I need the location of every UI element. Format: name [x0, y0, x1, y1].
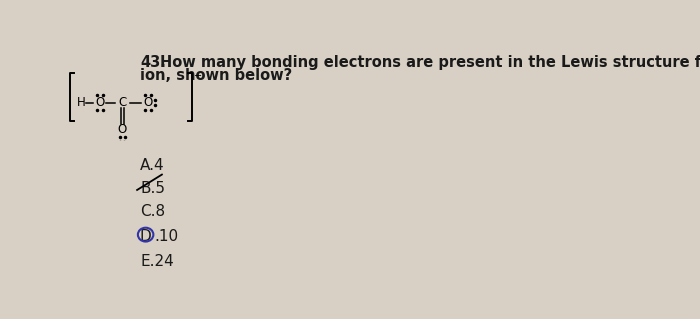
Text: 43.: 43. [140, 55, 166, 70]
Text: D: D [140, 229, 151, 244]
Text: O: O [118, 123, 127, 136]
Text: A.4: A.4 [140, 158, 164, 173]
Text: C: C [118, 96, 127, 109]
Text: C.8: C.8 [140, 204, 165, 219]
Text: −: − [195, 71, 202, 81]
Text: O: O [95, 96, 104, 109]
Text: How many bonding electrons are present in the Lewis structure for the bicarbonat: How many bonding electrons are present i… [160, 55, 700, 70]
Text: O: O [144, 96, 153, 109]
Text: ion, shown below?: ion, shown below? [140, 68, 293, 83]
Text: H: H [76, 96, 85, 109]
Text: .10: .10 [154, 229, 178, 244]
Text: B.5: B.5 [140, 181, 165, 196]
Text: E.24: E.24 [140, 254, 174, 269]
